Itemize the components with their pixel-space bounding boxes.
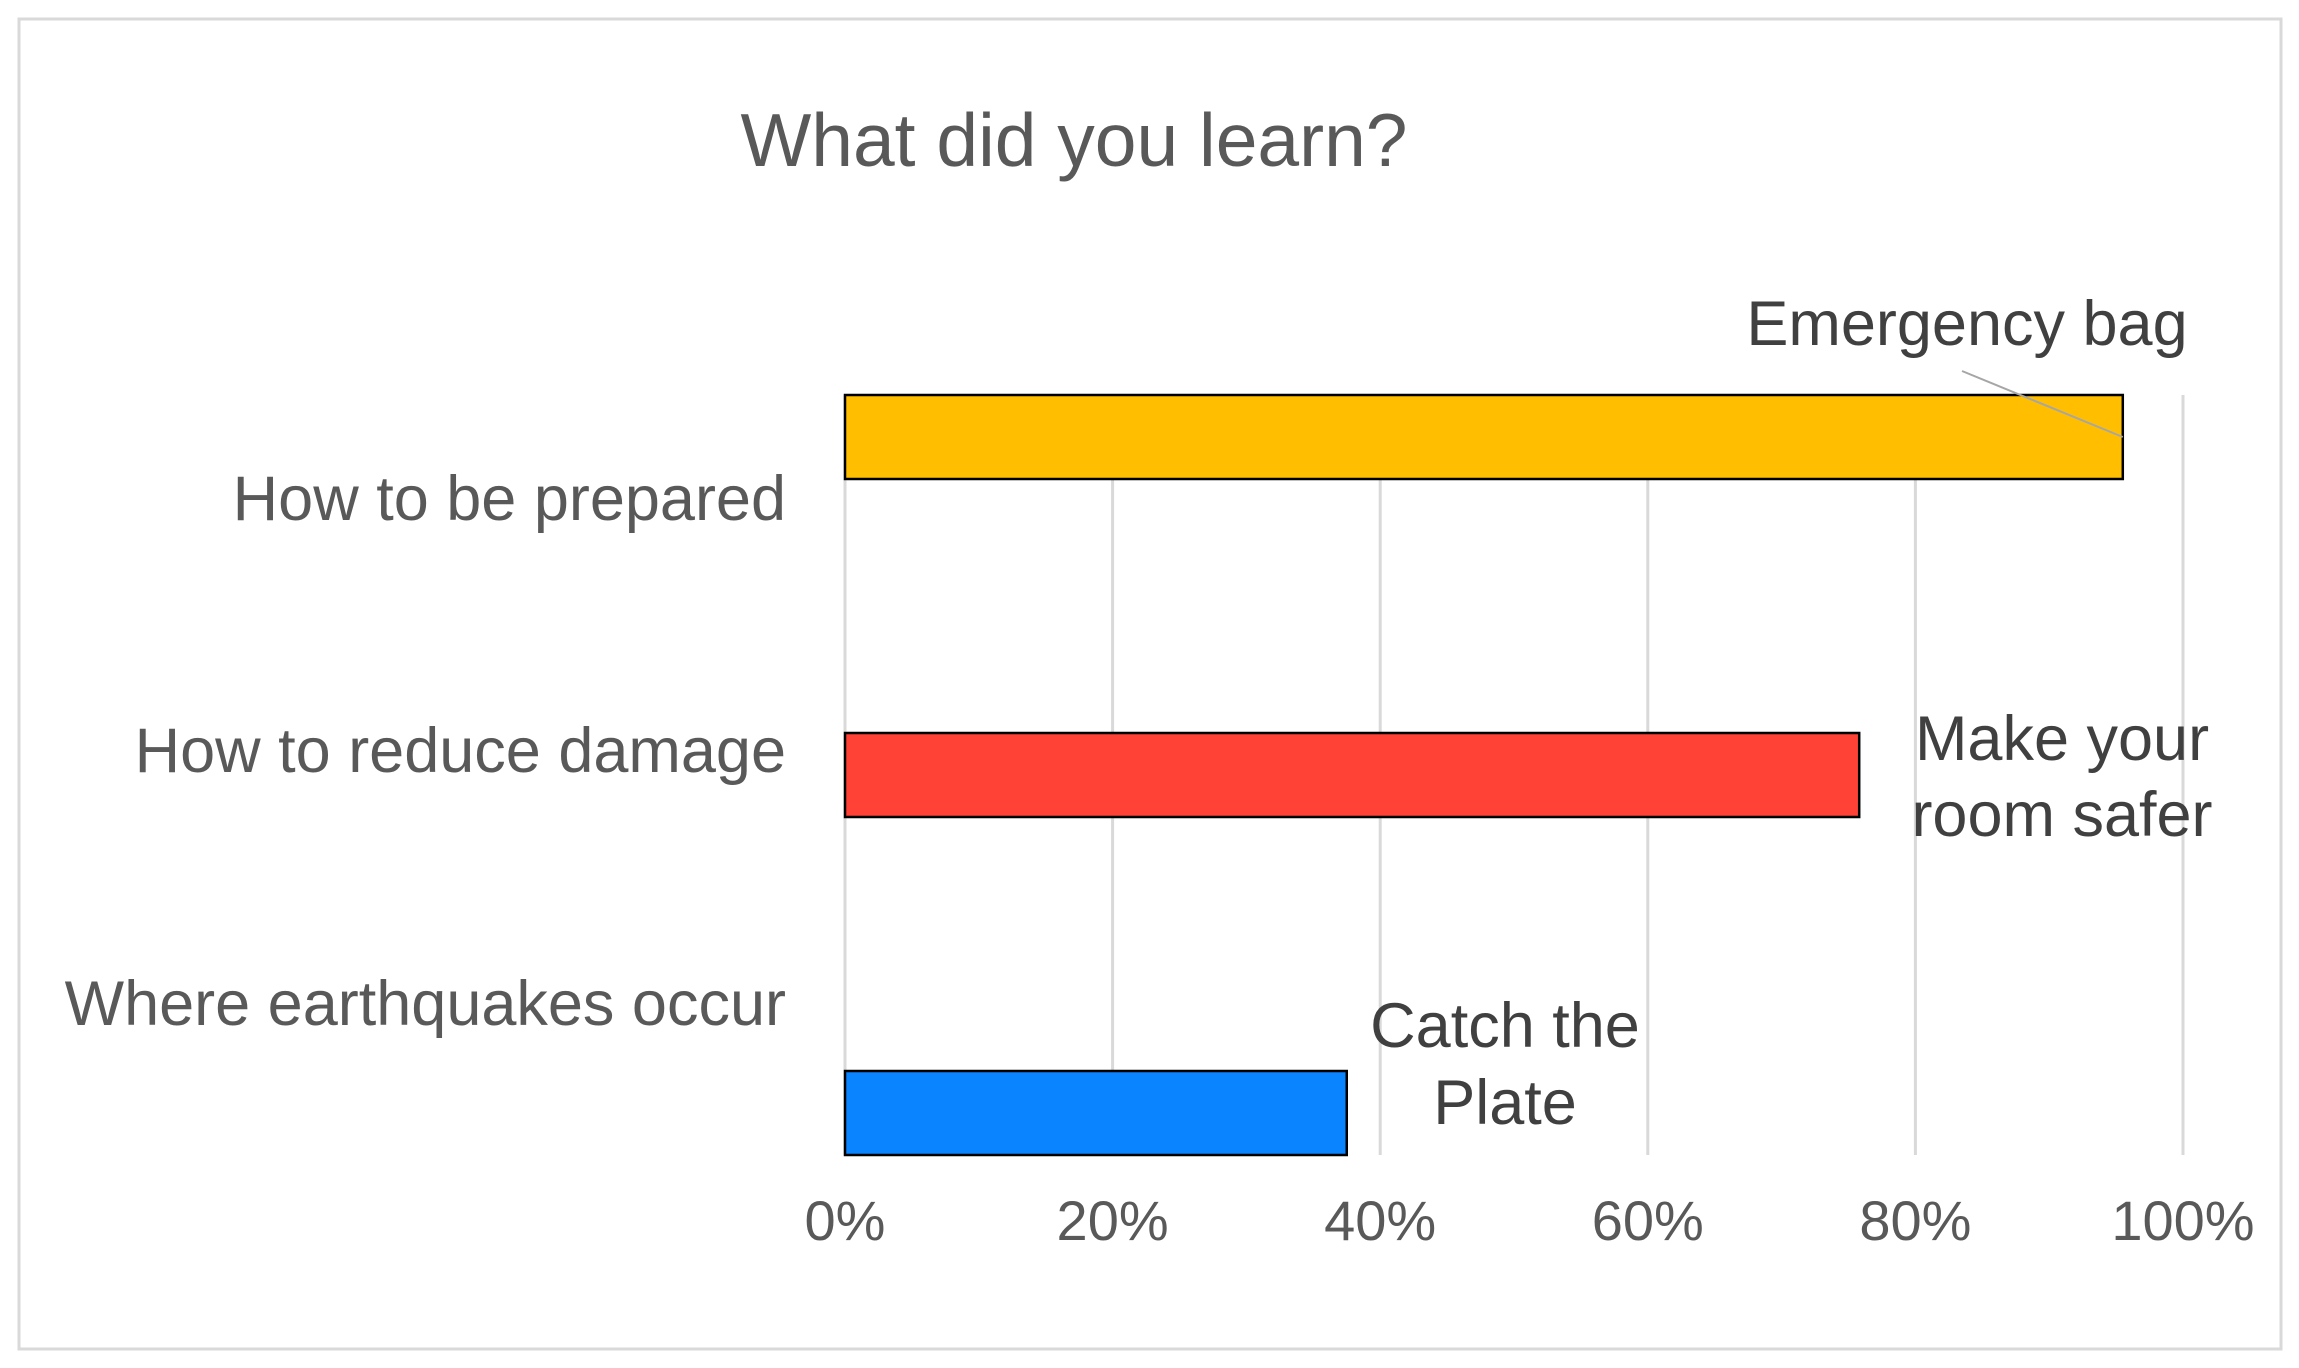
x-tick-label: 60% bbox=[1592, 1189, 1704, 1252]
bar-annotation-line: room safer bbox=[1911, 780, 2212, 850]
bar-annotation-line: Plate bbox=[1433, 1068, 1577, 1138]
x-tick-label: 100% bbox=[2111, 1189, 2254, 1252]
gridlines bbox=[843, 395, 2185, 1155]
chart-title: What did you learn? bbox=[740, 98, 1407, 182]
category-label: How to reduce damage bbox=[135, 716, 786, 786]
category-label: Where earthquakes occur bbox=[65, 969, 786, 1039]
x-tick-label: 0% bbox=[805, 1189, 886, 1252]
annotation-leader-line bbox=[1961, 370, 2124, 438]
x-tick-label: 80% bbox=[1859, 1189, 1971, 1252]
bar bbox=[843, 393, 2125, 481]
bar-annotation: Make your room safer bbox=[1911, 704, 2212, 850]
bar-annotation-line: Emergency bag bbox=[1746, 289, 2187, 359]
x-tick-label: 20% bbox=[1057, 1189, 1169, 1252]
bar bbox=[843, 1069, 1348, 1157]
category-label: How to be prepared bbox=[233, 464, 786, 534]
chart-labels: What did you learn? 0% 20% 40% 60% 80% 100% Ho… bbox=[65, 98, 2255, 1252]
bar-annotation-line: Catch the bbox=[1370, 991, 1640, 1061]
annotation-leaders bbox=[1961, 370, 2124, 438]
bar-annotation-line: Make your bbox=[1915, 704, 2209, 774]
bar-annotation: Catch the Plate bbox=[1370, 991, 1640, 1138]
x-tick-label: 40% bbox=[1324, 1189, 1436, 1252]
bar-annotation: Emergency bag bbox=[1746, 289, 2187, 359]
bar bbox=[843, 731, 1861, 819]
